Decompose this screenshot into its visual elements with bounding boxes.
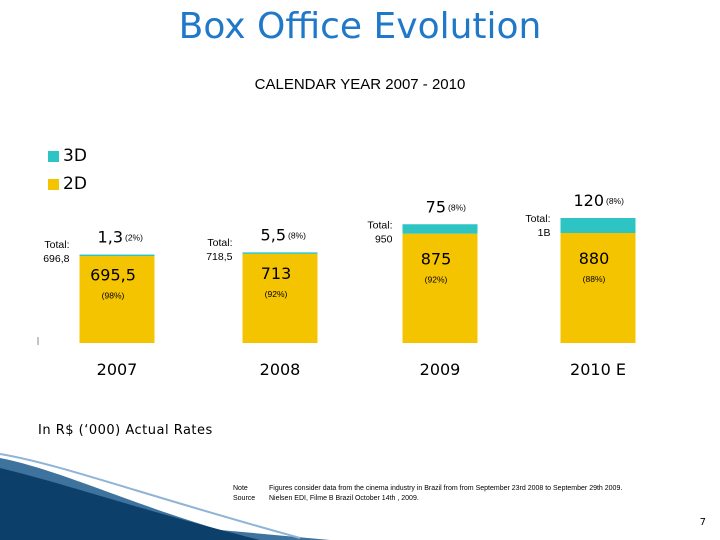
bar-3d-3 (560, 218, 636, 233)
currency-caption: In R$ (‘000) Actual Rates (38, 423, 213, 438)
x-tick-label-1: 2008 (260, 360, 301, 379)
legend-label-3d: 3D (63, 146, 87, 166)
data-label-2d-2: 875 (421, 249, 452, 268)
total-value-3: 1B (538, 227, 551, 239)
bar-2d-1 (242, 253, 318, 343)
footnote: Note Figures consider data from the cine… (233, 484, 622, 504)
total-label-1: Total: (207, 237, 232, 249)
bar-2d-2 (402, 233, 478, 343)
data-label-3d-0: 1,3 (98, 228, 123, 247)
source-label: Source (233, 495, 256, 502)
x-tick-label-2: 2009 (420, 360, 461, 379)
total-value-0: 696,8 (43, 253, 69, 265)
data-label-3d-3: 120 (573, 191, 604, 210)
pct-label-3d-1: (8%) (288, 230, 306, 240)
pct-label-2d-2: (92%) (425, 274, 448, 284)
note-text: Figures consider data from the cinema in… (269, 485, 623, 492)
footer-wave-decoration (0, 453, 330, 540)
pct-label-3d-0: (2%) (125, 233, 143, 243)
chart-subtitle: CALENDAR YEAR 2007 - 2010 (254, 76, 466, 93)
bar-3d-0 (79, 254, 155, 257)
total-label-2: Total: (367, 219, 392, 231)
pct-label-3d-2: (8%) (448, 202, 466, 212)
total-value-2: 950 (375, 233, 393, 245)
pct-label-2d-1: (92%) (265, 289, 288, 299)
note-label: Note (233, 485, 248, 492)
legend-item-2d: 2D (48, 170, 87, 198)
legend-item-3d: 3D (48, 142, 87, 170)
page-number: 7 (699, 517, 706, 528)
pct-label-3d-3: (8%) (606, 196, 624, 206)
pct-label-2d-0: (98%) (102, 290, 125, 300)
bar-chart: 2007 695,5 (98%) 1,3 (2%) Total: 696,8 2008 713 (… (37, 191, 636, 379)
page-title: Box Office Evolution (178, 6, 542, 47)
legend-swatch-2d (48, 178, 59, 190)
data-label-3d-2: 75 (426, 197, 446, 216)
x-tick-label-3: 2010 E (570, 360, 626, 379)
bar-2d-3 (560, 233, 636, 343)
data-label-3d-1: 5,5 (261, 225, 286, 244)
bar-2d-0 (79, 256, 155, 343)
data-label-2d-3: 880 (579, 249, 610, 268)
data-label-2d-1: 713 (261, 264, 292, 283)
total-label-0: Total: (44, 239, 69, 251)
chart-legend: 3D 2D (48, 142, 87, 198)
note-row: Note Figures consider data from the cine… (233, 484, 622, 494)
data-label-2d-0: 695,5 (90, 265, 136, 284)
bar-3d-2 (402, 224, 478, 234)
total-value-1: 718,5 (206, 251, 232, 263)
legend-label-2d: 2D (63, 174, 87, 194)
source-text: Nielsen EDI, Filme B Brazil October 14th… (269, 495, 419, 502)
bar-3d-1 (242, 252, 318, 254)
total-label-3: Total: (525, 213, 550, 225)
x-tick-label-0: 2007 (97, 360, 138, 379)
pct-label-2d-3: (88%) (583, 274, 606, 284)
legend-swatch-3d (48, 150, 59, 162)
source-row: Source Nielsen EDI, Filme B Brazil Octob… (233, 494, 622, 504)
